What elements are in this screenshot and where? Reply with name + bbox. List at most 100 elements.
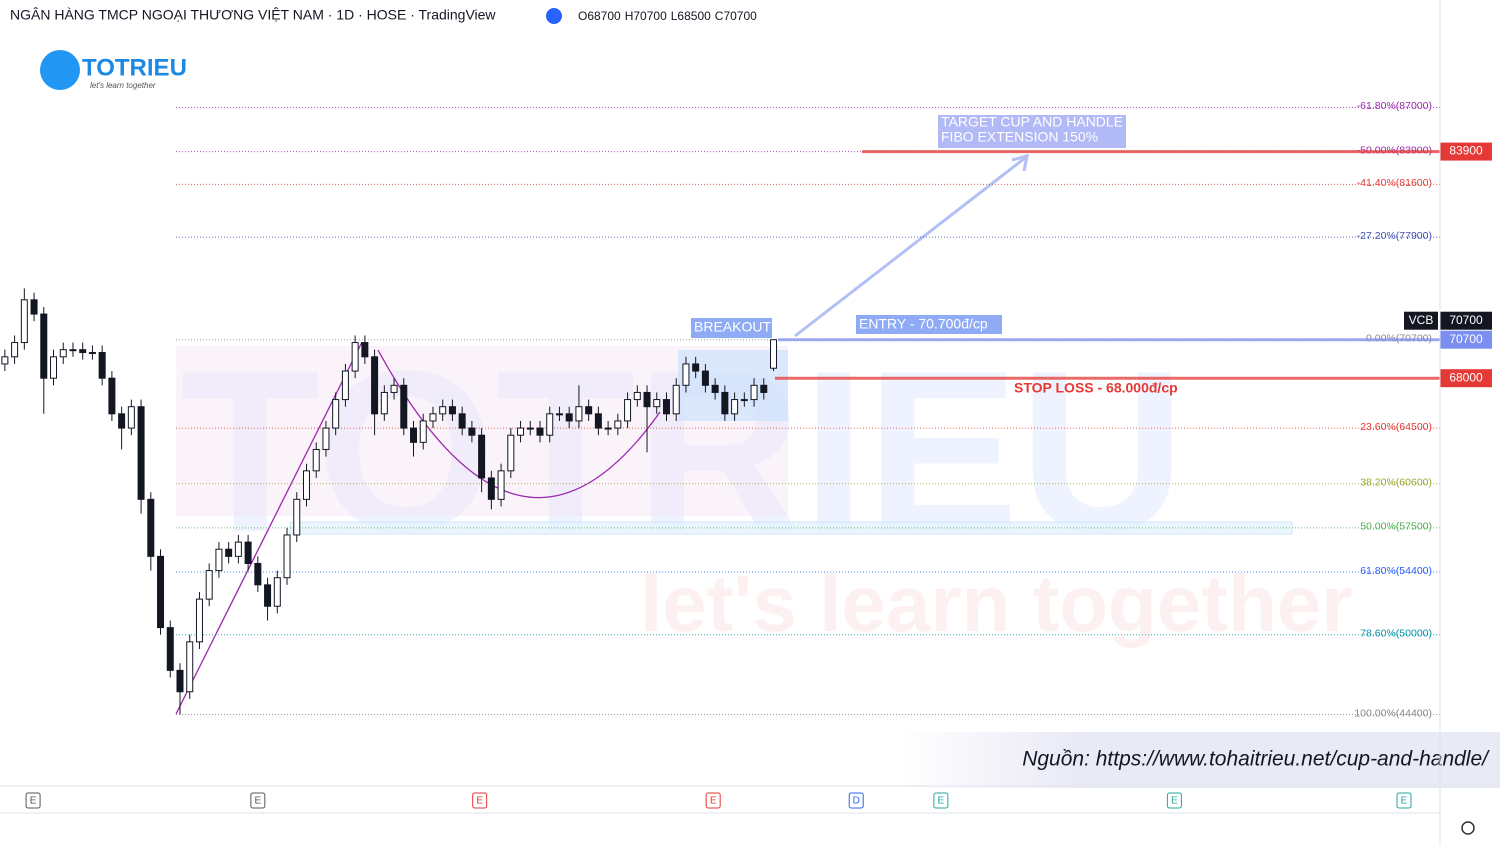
fib-label: 50.00%(57500) [1360, 521, 1432, 533]
candle-body [380, 391, 388, 415]
candle-body [770, 339, 778, 369]
price-tag [1440, 311, 1492, 330]
candle-body [526, 427, 534, 430]
candle-body [50, 356, 58, 379]
candle-body [565, 413, 573, 422]
ohlc-value: C70700 [715, 9, 757, 23]
candle-body [147, 498, 155, 557]
candle-body [361, 342, 369, 358]
event-label: E [30, 796, 37, 807]
candle-body [410, 427, 418, 443]
price-tag-label: 68000 [1449, 370, 1483, 384]
candle-body [594, 413, 602, 429]
candle-body [11, 342, 19, 358]
logo-name: TOTRIEU [82, 54, 187, 81]
candle-body [79, 349, 87, 354]
logo-tagline: let's learn together [90, 81, 156, 90]
price-tag-label: 70700 [1449, 332, 1483, 346]
target-box [938, 115, 1126, 148]
breakout-box-label [691, 318, 772, 338]
breakout-label: BREAKOUT [694, 319, 771, 335]
candle-body [478, 434, 486, 479]
candle-body [40, 313, 48, 379]
symbol-tag [1404, 311, 1438, 330]
candle-body [322, 427, 330, 450]
arrow-head [1011, 153, 1029, 172]
candle-body [624, 399, 632, 422]
candle-body [546, 413, 554, 436]
candle-body [186, 641, 194, 693]
candle-body [20, 299, 28, 344]
event-marker [1166, 792, 1182, 809]
candle-body [283, 534, 291, 579]
cup-curve [377, 349, 661, 499]
event-marker [250, 792, 266, 809]
candle-body [195, 598, 203, 643]
ohlc-value: L68500 [671, 9, 711, 23]
candle-body [108, 377, 116, 415]
symbol-label: VCB [1409, 313, 1434, 327]
source: Nguồn: https://www.tohaitrieu.net/cup-an… [1022, 748, 1490, 771]
header-title: NGÂN HÀNG TMCP NGOẠI THƯƠNG VIỆT NAM · 1… [10, 7, 496, 23]
event-label: D [853, 796, 860, 807]
candle-body [234, 541, 242, 557]
candle-body [604, 427, 612, 430]
candle-body [127, 406, 135, 429]
event-marker [472, 792, 488, 809]
candle-body [118, 413, 126, 429]
fib-label: -61.80%(87000) [1357, 100, 1432, 112]
candle-body [731, 399, 739, 415]
candle-body [419, 420, 427, 443]
event-marker [933, 792, 949, 809]
settings-icon[interactable] [1461, 821, 1475, 835]
candle-body [98, 352, 106, 379]
ohlc-value: O68700 [578, 9, 621, 23]
candle-body [555, 413, 563, 416]
candle-body [760, 384, 768, 393]
candle-body [497, 470, 505, 500]
candle-body [439, 406, 447, 415]
replay-icon[interactable] [546, 8, 562, 24]
candle-body [750, 384, 758, 401]
candle-body [137, 406, 145, 500]
event-label: E [476, 796, 483, 807]
fib-label: 78.60%(50000) [1360, 628, 1432, 640]
fib-label: -27.20%(77900) [1357, 230, 1432, 242]
logo: TOTRIEU let's learn together [40, 50, 187, 90]
candle-body [157, 555, 165, 629]
candle-body [1, 356, 9, 365]
candle-body [633, 391, 641, 401]
fib-label: 100.00%(44400) [1354, 707, 1432, 719]
entry-label: ENTRY - 70.700đ/cp [859, 316, 988, 332]
candle-body [273, 577, 281, 607]
candle-body [88, 352, 96, 355]
candle-body [692, 363, 700, 372]
candle-body [302, 470, 310, 500]
candle-body [69, 349, 77, 352]
fib-label: -41.40%(81600) [1357, 177, 1432, 189]
entry-box [856, 315, 1002, 334]
watermark-tagline: let's learn together [640, 559, 1353, 648]
price-tag [1440, 142, 1492, 161]
event-label: E [255, 796, 262, 807]
candle-body [244, 541, 252, 564]
candle-body [653, 399, 661, 408]
candle-body [468, 427, 476, 436]
event-marker [1396, 792, 1412, 809]
candle-body [721, 391, 729, 415]
ohlc-value: H70700 [625, 9, 667, 23]
source-band [900, 732, 1500, 788]
fib-label: 23.60%(64500) [1360, 421, 1432, 433]
event-label: E [710, 796, 717, 807]
candle-body [400, 384, 408, 429]
fib-label: 38.20%(60600) [1360, 476, 1432, 488]
candle-body [701, 370, 709, 386]
event-marker [705, 792, 721, 809]
event-marker [25, 792, 41, 809]
candle-body [351, 342, 359, 372]
candle-body [215, 548, 223, 572]
event-label: E [938, 796, 945, 807]
candle-body [429, 413, 437, 422]
candle-body [332, 399, 340, 429]
